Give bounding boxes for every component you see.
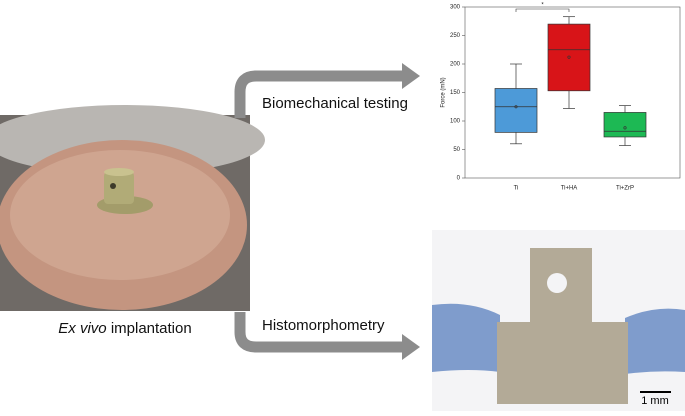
box — [494, 88, 538, 133]
significance-bracket — [515, 8, 570, 12]
y-tick-label: 200 — [450, 62, 461, 68]
x-tick-label: Ti+ZrP — [616, 186, 634, 192]
y-tick-label: 50 — [453, 147, 460, 153]
y-tick-label: 300 — [450, 5, 461, 11]
box-chart: 0 50 100 150 200 250 300 Force (mN) Ti Ti+HA Ti+Zr… — [441, 3, 681, 192]
y-tick-label: 100 — [450, 119, 461, 125]
mean — [567, 55, 571, 59]
x-tick-label: Ti+HA — [561, 186, 578, 192]
y-tick-label: 150 — [450, 90, 461, 96]
arrow-head — [402, 334, 420, 360]
implantation-photo — [0, 105, 265, 311]
y-tick-label: 250 — [450, 33, 461, 39]
box — [547, 23, 591, 92]
scale-bar-label: 1 mm — [641, 395, 669, 407]
biomech-label: Biomechanical testing — [262, 95, 408, 112]
x-tick-label: Ti — [514, 186, 519, 192]
y-tick-label: 0 — [457, 176, 461, 182]
histology-image — [432, 230, 685, 411]
box — [603, 112, 647, 138]
arrow-head — [402, 63, 420, 89]
significance-label: * — [541, 3, 544, 9]
histo-label: Histomorphometry — [262, 317, 385, 334]
implantation-label: Ex vivo implantation — [58, 320, 191, 337]
y-axis-label: Force (mN) — [441, 77, 447, 107]
mean — [623, 126, 627, 130]
mean — [514, 105, 518, 109]
arrows — [234, 70, 404, 353]
italic-part: Ex vivo — [58, 320, 106, 337]
rest-part: implantation — [111, 320, 192, 337]
